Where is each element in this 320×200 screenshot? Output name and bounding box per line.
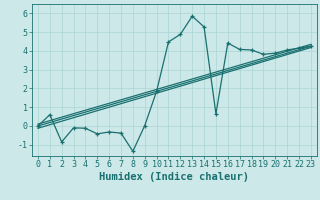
X-axis label: Humidex (Indice chaleur): Humidex (Indice chaleur)	[100, 172, 249, 182]
